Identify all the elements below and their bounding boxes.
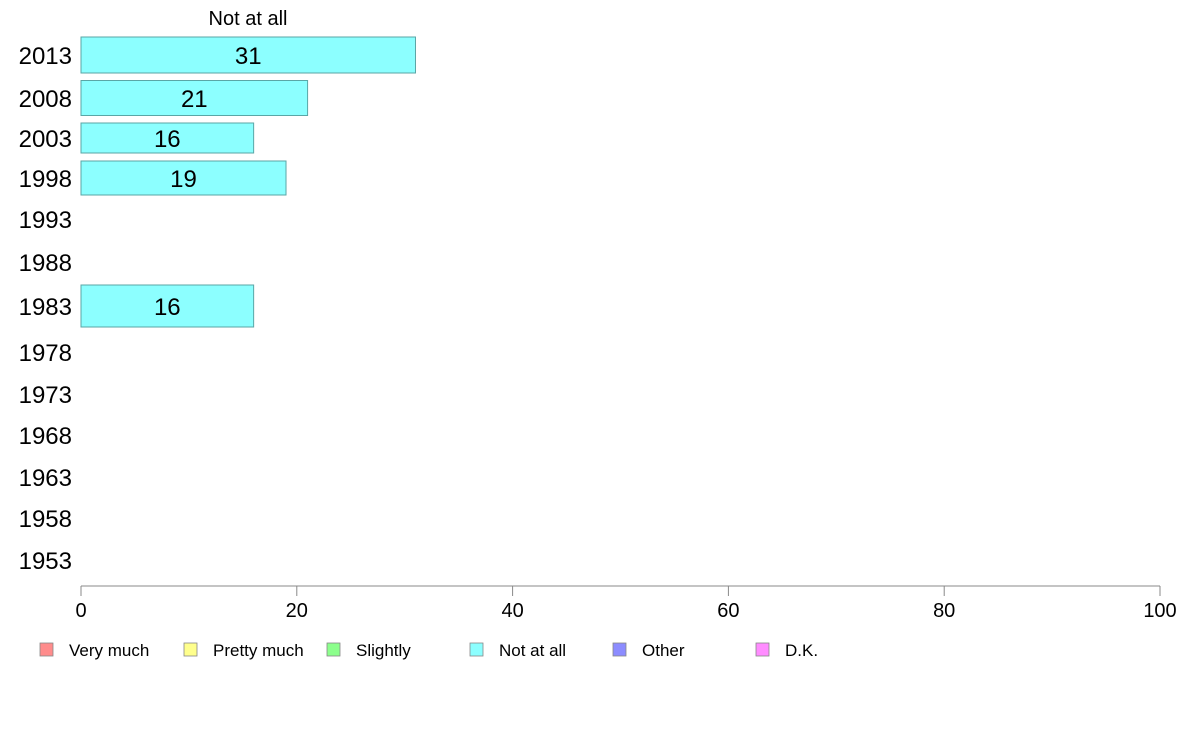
legend-item: Not at all	[469, 641, 566, 660]
legend-item: D.K.	[755, 641, 818, 660]
category-label: 2008	[19, 86, 72, 113]
legend-item: Pretty much	[183, 641, 304, 660]
bar-value-label: 31	[235, 43, 262, 70]
category-label: 1978	[19, 340, 72, 367]
legend-item: Other	[612, 641, 685, 660]
x-axis: 0 20 40 60 80 100	[75, 585, 1177, 622]
category-label: 1998	[19, 166, 72, 193]
category-label: 1958	[19, 506, 72, 533]
bar	[80, 160, 287, 196]
bar	[80, 284, 255, 328]
legend-label: Not at all	[499, 641, 566, 660]
legend-swatch	[612, 642, 627, 657]
bar-value-label: 16	[154, 126, 181, 153]
category-label: 1983	[19, 294, 72, 321]
bar-value-label: 21	[181, 86, 208, 113]
legend-label: D.K.	[785, 641, 818, 660]
x-tick-label: 0	[75, 600, 86, 622]
legend-swatch	[469, 642, 484, 657]
category-label: 1973	[19, 382, 72, 409]
legend-label: Pretty much	[213, 641, 304, 660]
bar-value-label: 16	[154, 294, 181, 321]
x-tick-label: 20	[286, 600, 308, 622]
x-tick-label: 100	[1143, 600, 1176, 622]
legend-swatch	[39, 642, 54, 657]
series-title: Not at all	[209, 8, 288, 30]
x-tick-label: 40	[501, 600, 523, 622]
category-labels: 2013 2008 2003 1998 1993 1988 1983 1978 1973 1968…	[19, 43, 72, 575]
category-label: 1988	[19, 250, 72, 277]
category-label: 1963	[19, 465, 72, 492]
bar-value-label: 19	[170, 166, 197, 193]
legend-swatch	[326, 642, 341, 657]
legend-label: Very much	[69, 641, 149, 660]
bar	[80, 122, 255, 154]
category-label: 2003	[19, 126, 72, 153]
x-tick-label: 80	[933, 600, 955, 622]
legend-label: Slightly	[356, 641, 411, 660]
x-tick-label: 60	[717, 600, 739, 622]
legend-item: Very much	[39, 641, 149, 660]
category-label: 1968	[19, 423, 72, 450]
category-label: 1953	[19, 548, 72, 575]
bar	[80, 80, 309, 116]
legend: Very much Pretty much Slightly Not at all Ot…	[39, 641, 818, 660]
category-label: 1993	[19, 207, 72, 234]
legend-swatch	[755, 642, 770, 657]
legend-swatch	[183, 642, 198, 657]
legend-label: Other	[642, 641, 685, 660]
legend-item: Slightly	[326, 641, 411, 660]
bar	[80, 36, 416, 74]
category-label: 2013	[19, 43, 72, 70]
